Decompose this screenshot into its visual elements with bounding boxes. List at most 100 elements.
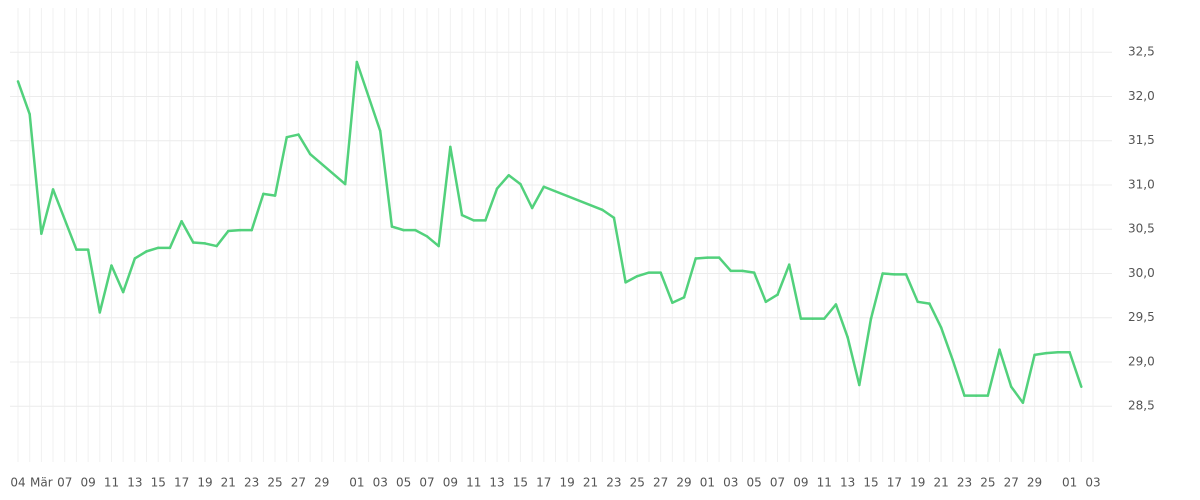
line-segment (262, 192, 277, 197)
line-segment (98, 264, 113, 314)
x-tick-label: 13 (489, 476, 504, 490)
x-tick-label: 11 (817, 476, 832, 490)
line-segment (215, 229, 230, 248)
line-segment (624, 274, 639, 284)
line-segment (764, 293, 779, 304)
x-tick-label: 21 (221, 476, 236, 490)
line-segment (180, 220, 195, 244)
x-tick-label: 19 (910, 476, 925, 490)
line-segment (16, 80, 31, 116)
x-tick-label: 01 (349, 476, 364, 490)
x-tick-label: 27 (653, 476, 668, 490)
x-tick-label: 21 (583, 476, 598, 490)
line-segment (110, 264, 125, 294)
x-tick-label: 13 (127, 476, 142, 490)
y-tick-label: 31,0 (1128, 177, 1155, 191)
line-segment (776, 263, 791, 296)
line-segment (986, 348, 1001, 397)
y-tick-label: 32,0 (1128, 89, 1155, 103)
line-segment (273, 135, 288, 197)
line-segment (460, 213, 475, 222)
x-tick-label: 11 (104, 476, 119, 490)
x-tick-label: 23 (606, 476, 621, 490)
line-segment (787, 263, 803, 320)
x-tick-label: 25 (267, 476, 282, 490)
line-segment (390, 225, 405, 232)
line-segment (355, 60, 382, 133)
line-segment (939, 326, 955, 362)
line-segment (121, 257, 137, 294)
x-tick-label: 07 (419, 476, 434, 490)
line-segment (834, 303, 849, 339)
line-segment (414, 228, 429, 238)
line-segment (519, 182, 534, 210)
line-segment (869, 272, 884, 320)
line-segment (904, 273, 919, 304)
x-tick-label: 13 (840, 476, 855, 490)
x-tick-label: 27 (1004, 476, 1019, 490)
x-tick-label: 11 (466, 476, 481, 490)
line-segment (250, 192, 265, 232)
x-tick-label: 01 (1062, 476, 1077, 490)
x-tick-label: 04 (10, 476, 25, 490)
x-tick-label: 19 (197, 476, 212, 490)
line-segment (285, 133, 300, 139)
line-segment (308, 152, 347, 186)
line-segment (1033, 351, 1048, 357)
x-tick-label: 19 (560, 476, 575, 490)
x-tick-label: 09 (80, 476, 95, 490)
line-segment (694, 256, 709, 260)
x-tick-label: 09 (443, 476, 458, 490)
x-tick-label: 27 (291, 476, 306, 490)
y-tick-label: 32,5 (1128, 45, 1155, 59)
line-segment (542, 185, 604, 212)
x-tick-label: 05 (747, 476, 762, 490)
line-segment (1009, 385, 1025, 404)
line-segment (86, 248, 102, 314)
line-segment (495, 174, 511, 190)
x-tick-label: 05 (396, 476, 411, 490)
line-segment (145, 246, 160, 253)
line-segment (484, 187, 499, 222)
x-tick-label: 17 (174, 476, 189, 490)
x-tick-label: 17 (536, 476, 551, 490)
line-segment (192, 241, 207, 245)
line-segment (1068, 351, 1083, 389)
line-segment (168, 220, 183, 250)
line-segment (28, 112, 43, 235)
line-segment (1045, 351, 1060, 355)
x-tick-label: 17 (887, 476, 902, 490)
line-segment (449, 145, 464, 217)
y-tick-label: 30,0 (1128, 266, 1155, 280)
x-tick-label: 15 (863, 476, 878, 490)
y-tick-label: 29,0 (1128, 354, 1155, 368)
line-segment (425, 235, 440, 248)
line-segment (846, 335, 861, 387)
line-segment (530, 185, 546, 210)
line-segment (203, 242, 218, 248)
x-tick-label: 07 (770, 476, 785, 490)
line-segment (227, 228, 242, 233)
line-segment (858, 317, 873, 387)
line-segment (636, 271, 651, 278)
x-tick-label: 25 (630, 476, 645, 490)
x-tick-label: 03 (723, 476, 738, 490)
line-segment (378, 129, 394, 228)
line-segment (51, 188, 78, 251)
line-segment (507, 174, 522, 186)
line-segment (752, 271, 768, 304)
line-segment (40, 188, 55, 235)
line-segment (659, 271, 674, 304)
x-tick-label: 15 (151, 476, 166, 490)
line-segment (671, 296, 686, 304)
y-tick-label: 31,5 (1128, 133, 1155, 147)
line-segment (741, 269, 756, 274)
line-segment (928, 302, 943, 329)
line-segment (998, 348, 1013, 389)
line-segment (951, 358, 966, 397)
x-tick-label: 23 (244, 476, 259, 490)
line-segment (612, 216, 627, 284)
x-tick-label: 01 (700, 476, 715, 490)
